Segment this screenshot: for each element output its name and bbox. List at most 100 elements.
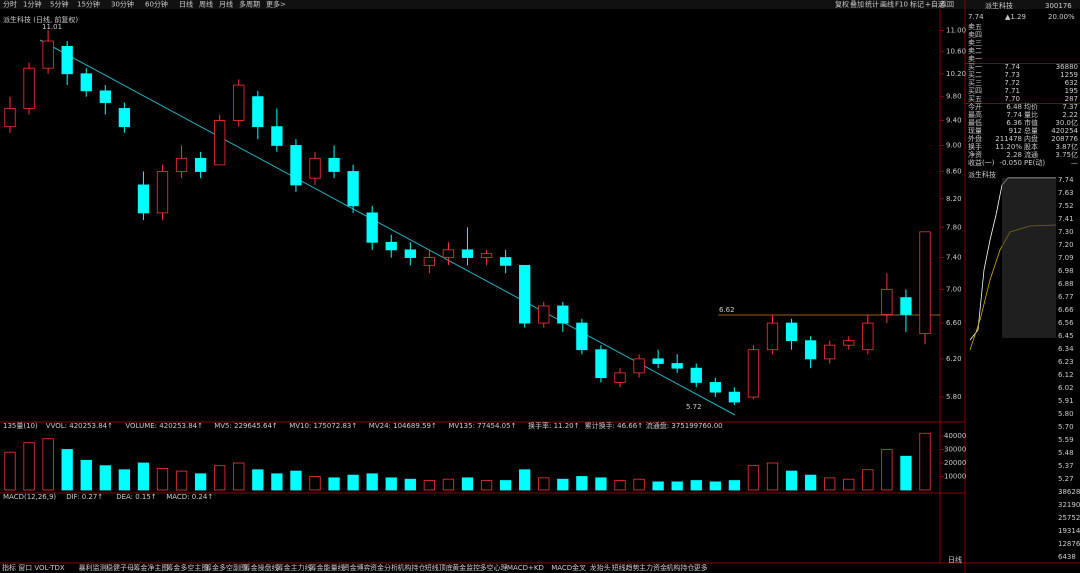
candle-body bbox=[747, 349, 760, 398]
candle-body bbox=[804, 340, 817, 360]
bottom-tab[interactable]: 主力资金 bbox=[639, 563, 667, 572]
period-tab[interactable]: 分时 bbox=[3, 0, 17, 9]
volume-bar bbox=[576, 476, 588, 491]
bottom-tab[interactable]: MACD金叉 bbox=[551, 563, 586, 572]
stat-cell: 6.36 bbox=[1006, 119, 1022, 127]
bottom-tab[interactable]: 筹金净主图 bbox=[133, 563, 168, 572]
intraday-area bbox=[1002, 178, 1056, 338]
volume-legend: 累计换手: 46.66↑ bbox=[585, 421, 644, 430]
period-tab[interactable]: 30分钟 bbox=[111, 0, 134, 9]
bottom-tab[interactable]: 指标 bbox=[2, 563, 16, 572]
candle-body bbox=[252, 96, 264, 128]
intraday-price-label: 5.27 bbox=[1058, 475, 1074, 483]
intraday-price-label: 7.30 bbox=[1058, 228, 1074, 236]
period-tab[interactable]: 月线 bbox=[219, 0, 233, 9]
volume-bar bbox=[538, 477, 550, 491]
volume-bar bbox=[61, 449, 73, 491]
volume-legend: 流通盘: 375199760.00 bbox=[646, 421, 723, 430]
bottom-tab[interactable]: VOL-TDX bbox=[34, 564, 65, 572]
period-tab[interactable]: 5分钟 bbox=[50, 0, 68, 9]
price-tick-label: 10.60 bbox=[946, 48, 966, 56]
price-tick-label: 5.80 bbox=[946, 393, 962, 401]
price-tick-label: 9.40 bbox=[946, 117, 962, 125]
order-book-cell: 1259 bbox=[1060, 71, 1078, 79]
tool-button[interactable]: +自选 bbox=[925, 0, 945, 9]
intraday-price-label: 6.34 bbox=[1058, 345, 1074, 353]
candle-body bbox=[137, 184, 150, 214]
period-tab[interactable]: 15分钟 bbox=[77, 0, 100, 9]
bottom-tab[interactable]: 筹金能量线 bbox=[310, 563, 345, 572]
volume-bar bbox=[557, 478, 569, 491]
bottom-tab[interactable]: 短线顶底 bbox=[425, 563, 453, 572]
candle-body bbox=[728, 391, 741, 403]
intraday-price-label: 6.12 bbox=[1058, 371, 1074, 379]
bottom-tab[interactable]: 短线趋势 bbox=[612, 563, 640, 572]
order-book-cell: 36880 bbox=[1056, 63, 1078, 71]
period-tab[interactable]: 多周期 bbox=[239, 0, 260, 9]
volume-bar bbox=[595, 477, 607, 491]
bottom-tab[interactable]: 筹金操盘线 bbox=[244, 563, 279, 572]
volume-bar bbox=[366, 473, 378, 491]
bottom-tab[interactable]: 黄金监控 bbox=[452, 563, 480, 572]
volume-bar bbox=[156, 467, 169, 491]
period-tab[interactable]: 更多> bbox=[266, 0, 286, 9]
tool-button[interactable]: 返回 bbox=[940, 1, 954, 9]
candle-body bbox=[347, 171, 359, 207]
candle-body bbox=[652, 358, 664, 364]
candle-body bbox=[99, 90, 111, 103]
candle-body bbox=[519, 264, 531, 324]
bottom-tab[interactable]: 筹金多空副图 bbox=[205, 563, 247, 572]
tool-button[interactable]: F10 bbox=[895, 1, 908, 9]
order-book-cell: 7.74 bbox=[1004, 63, 1020, 71]
intraday-price-label: 5.70 bbox=[1058, 423, 1074, 431]
period-tab[interactable]: 周线 bbox=[199, 0, 213, 9]
candle-body bbox=[366, 212, 378, 243]
tool-button[interactable]: 统计 bbox=[865, 0, 879, 9]
candle-body bbox=[175, 157, 188, 172]
volume-bar bbox=[404, 478, 416, 491]
intraday-price-label: 6.02 bbox=[1058, 384, 1074, 392]
bottom-tab[interactable]: 筹金主力线 bbox=[277, 563, 312, 572]
bottom-tab[interactable]: 多空心理 bbox=[480, 563, 508, 572]
volume-bar bbox=[633, 478, 645, 491]
order-book-cell: 买三 bbox=[968, 79, 982, 87]
bottom-tab[interactable]: MACD+KD bbox=[507, 564, 544, 572]
bottom-tab[interactable]: 暴利监测 bbox=[79, 563, 107, 572]
stat-cell: 最低 bbox=[968, 118, 982, 127]
candle-body bbox=[843, 340, 855, 346]
order-book-cell: 买五 bbox=[968, 95, 982, 103]
tool-button[interactable]: 画线 bbox=[880, 0, 894, 9]
candle-body bbox=[862, 322, 874, 351]
bottom-tab[interactable]: 资金分析 bbox=[370, 563, 398, 572]
period-tab[interactable]: 1分钟 bbox=[23, 0, 41, 9]
volume-bar bbox=[499, 480, 512, 491]
candle-body bbox=[900, 297, 912, 315]
tool-button[interactable]: 复权 bbox=[835, 0, 849, 9]
period-tab[interactable]: 日线 bbox=[179, 0, 193, 9]
candle-body bbox=[156, 171, 169, 214]
tool-button[interactable]: 标记 bbox=[910, 0, 924, 9]
stat-cell: 211478 bbox=[995, 135, 1022, 143]
volume-bar bbox=[461, 477, 474, 491]
tool-button[interactable]: 叠加 bbox=[850, 0, 864, 9]
period-tab[interactable]: 60分钟 bbox=[145, 0, 168, 9]
bottom-tab[interactable]: 资金博弈 bbox=[343, 563, 371, 572]
macd-legend: MACD(12,26,9) bbox=[3, 493, 56, 501]
bottom-tab[interactable]: 更多 bbox=[694, 563, 708, 572]
order-book-cell: 7.70 bbox=[1004, 95, 1020, 103]
volume-bar bbox=[423, 480, 436, 491]
order-book-cell: 卖一 bbox=[968, 55, 982, 63]
price-tick-label: 7.80 bbox=[946, 223, 962, 231]
bottom-tab[interactable]: 筹金多空主图 bbox=[166, 563, 208, 572]
volume-bar bbox=[194, 473, 207, 491]
bottom-tab[interactable]: 稳健子母 bbox=[106, 563, 134, 572]
intraday-price-label: 5.91 bbox=[1058, 397, 1074, 405]
candle-body bbox=[194, 157, 207, 172]
bottom-tab[interactable]: 机构持仓 bbox=[397, 563, 425, 572]
candle-body bbox=[709, 382, 721, 393]
bottom-tab[interactable]: 窗口 bbox=[18, 563, 32, 572]
bottom-tab[interactable]: 机构持仓 bbox=[666, 563, 694, 572]
volume-bar bbox=[766, 462, 779, 491]
bottom-tab[interactable]: 龙抬头 bbox=[590, 563, 611, 572]
order-book-cell: 7.73 bbox=[1004, 71, 1020, 79]
